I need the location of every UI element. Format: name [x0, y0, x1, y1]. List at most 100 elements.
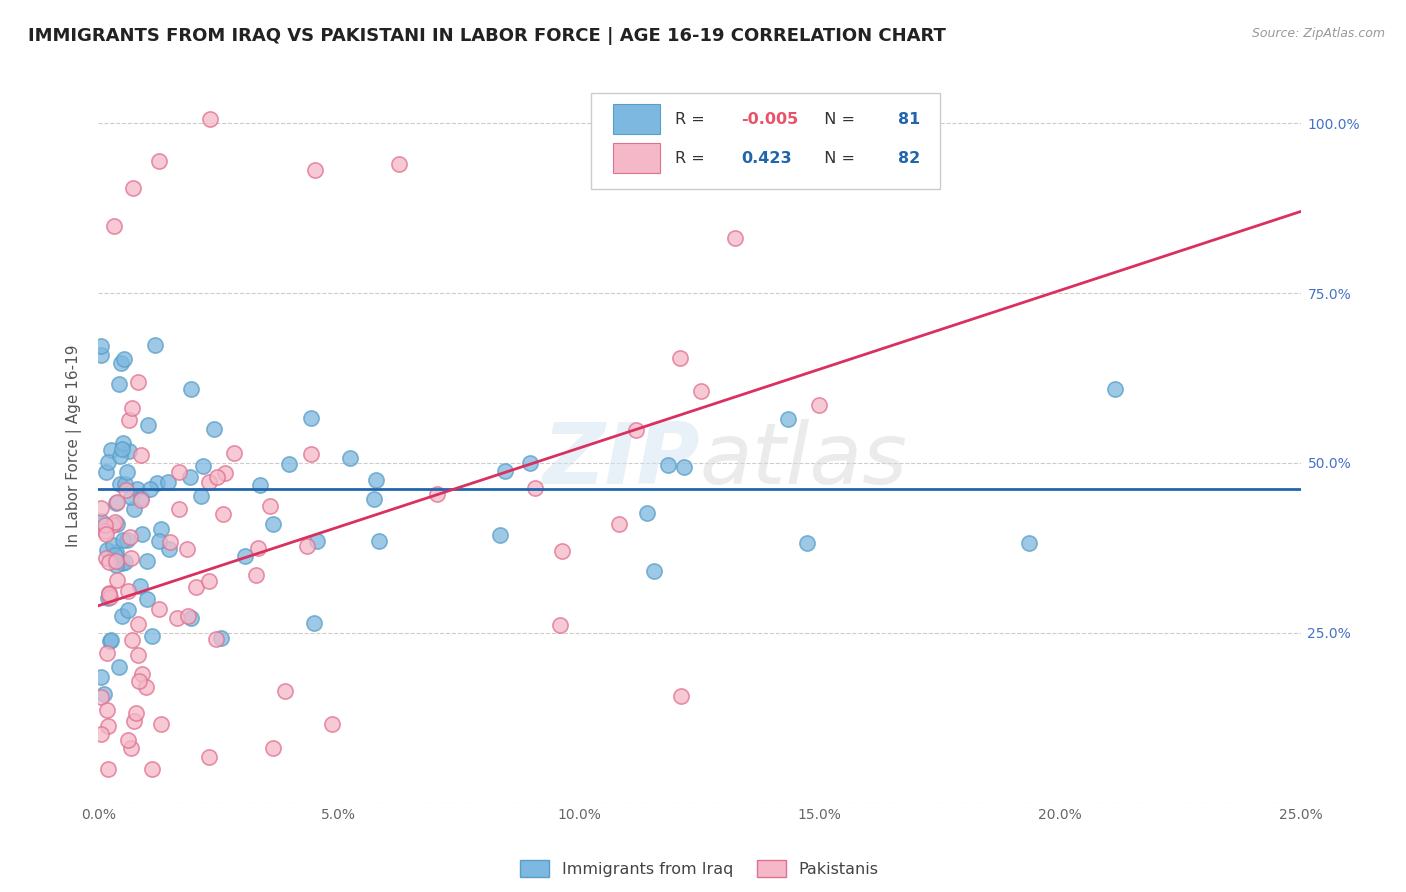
Text: N =: N =	[814, 151, 860, 166]
Point	[136, 417, 159, 432]
Point	[321, 716, 343, 731]
Point	[108, 450, 131, 464]
Point	[104, 548, 127, 562]
Point	[97, 586, 120, 600]
Point	[551, 544, 574, 558]
Point	[120, 550, 142, 565]
Point	[97, 762, 120, 776]
Point	[125, 706, 148, 720]
Point	[128, 673, 150, 688]
Point	[150, 522, 173, 536]
Point	[117, 732, 139, 747]
Point	[167, 502, 190, 516]
Point	[1104, 382, 1126, 396]
Point	[167, 465, 190, 479]
Point	[90, 500, 112, 515]
Point	[209, 631, 232, 645]
Point	[295, 540, 318, 554]
Point	[166, 611, 188, 625]
Text: N =: N =	[814, 112, 860, 127]
Point	[117, 583, 139, 598]
Point	[118, 531, 141, 545]
Point	[149, 716, 172, 731]
FancyBboxPatch shape	[613, 104, 659, 134]
Text: ZIP: ZIP	[541, 418, 700, 502]
Point	[177, 608, 200, 623]
Point	[90, 339, 112, 353]
Point	[636, 506, 658, 520]
Point	[105, 558, 128, 573]
Point	[117, 603, 139, 617]
Point	[274, 684, 297, 698]
Point	[184, 580, 207, 594]
Point	[100, 442, 122, 457]
Point	[669, 351, 692, 365]
Point	[120, 741, 142, 756]
Point	[121, 401, 143, 415]
Point	[131, 526, 153, 541]
Point	[366, 473, 388, 487]
Point	[98, 555, 121, 569]
Point	[135, 553, 157, 567]
Point	[127, 616, 149, 631]
Point	[108, 476, 131, 491]
Point	[90, 690, 112, 705]
Point	[110, 609, 132, 624]
Point	[262, 741, 284, 756]
Point	[519, 456, 541, 470]
Point	[122, 501, 145, 516]
Text: atlas: atlas	[700, 418, 907, 502]
Point	[249, 478, 271, 492]
Point	[104, 515, 127, 529]
Point	[115, 483, 138, 498]
Point	[105, 545, 128, 559]
FancyBboxPatch shape	[592, 93, 939, 189]
Point	[278, 457, 301, 471]
Text: -0.005: -0.005	[741, 112, 799, 127]
Point	[127, 375, 149, 389]
Point	[262, 517, 284, 532]
Point	[114, 476, 136, 491]
Point	[114, 555, 136, 569]
Point	[689, 384, 711, 399]
Point	[524, 481, 547, 495]
Point	[97, 591, 120, 605]
Point	[105, 554, 128, 568]
Point	[110, 356, 132, 370]
Point	[191, 459, 214, 474]
Point	[233, 549, 256, 563]
Point	[198, 750, 221, 764]
Point	[224, 445, 246, 459]
Point	[124, 714, 146, 729]
Point	[643, 564, 665, 578]
Point	[96, 719, 118, 733]
Point	[108, 376, 131, 391]
Point	[129, 448, 152, 462]
Point	[205, 470, 228, 484]
Point	[212, 507, 235, 521]
Point	[190, 489, 212, 503]
Point	[94, 465, 117, 479]
Point	[548, 618, 571, 632]
Point	[247, 541, 270, 555]
Point	[148, 153, 170, 168]
Point	[299, 410, 322, 425]
Point	[143, 337, 166, 351]
Point	[180, 382, 202, 396]
Point	[96, 542, 118, 557]
Point	[90, 670, 112, 684]
Point	[494, 464, 516, 478]
Point	[180, 611, 202, 625]
Point	[120, 490, 142, 504]
Point	[90, 514, 112, 528]
Point	[205, 632, 228, 647]
Point	[105, 573, 128, 587]
Point	[90, 727, 112, 741]
Point	[129, 491, 152, 506]
Point	[111, 533, 134, 547]
Point	[104, 496, 127, 510]
Point	[197, 574, 219, 588]
Point	[115, 465, 138, 479]
Point	[94, 524, 117, 539]
Point	[202, 422, 225, 436]
